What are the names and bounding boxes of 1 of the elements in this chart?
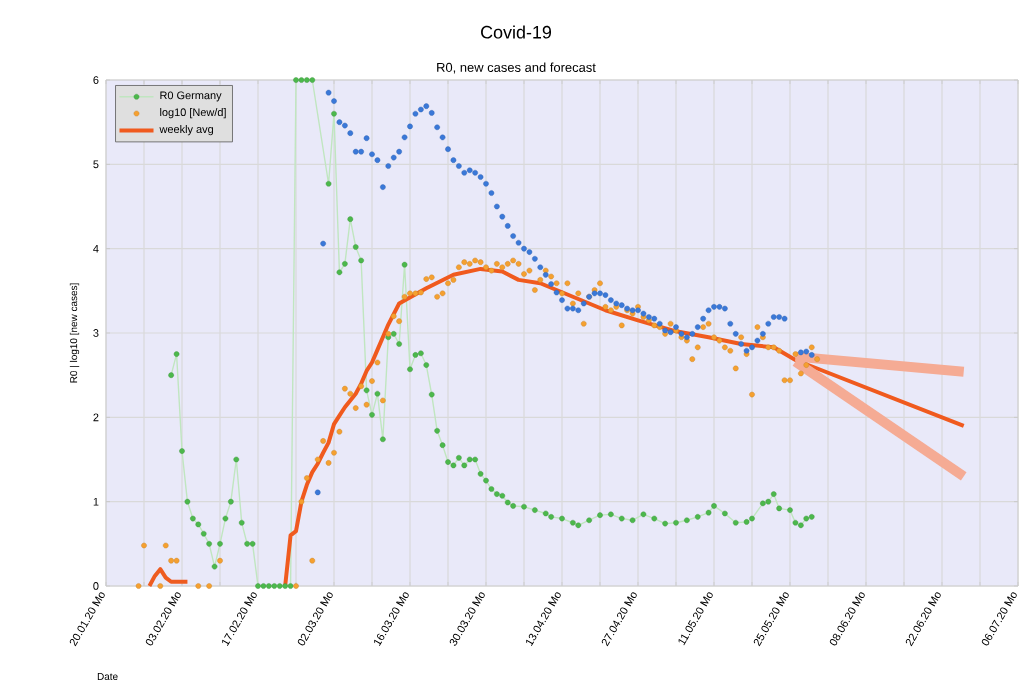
chart-title: Covid-19	[481, 25, 552, 39]
